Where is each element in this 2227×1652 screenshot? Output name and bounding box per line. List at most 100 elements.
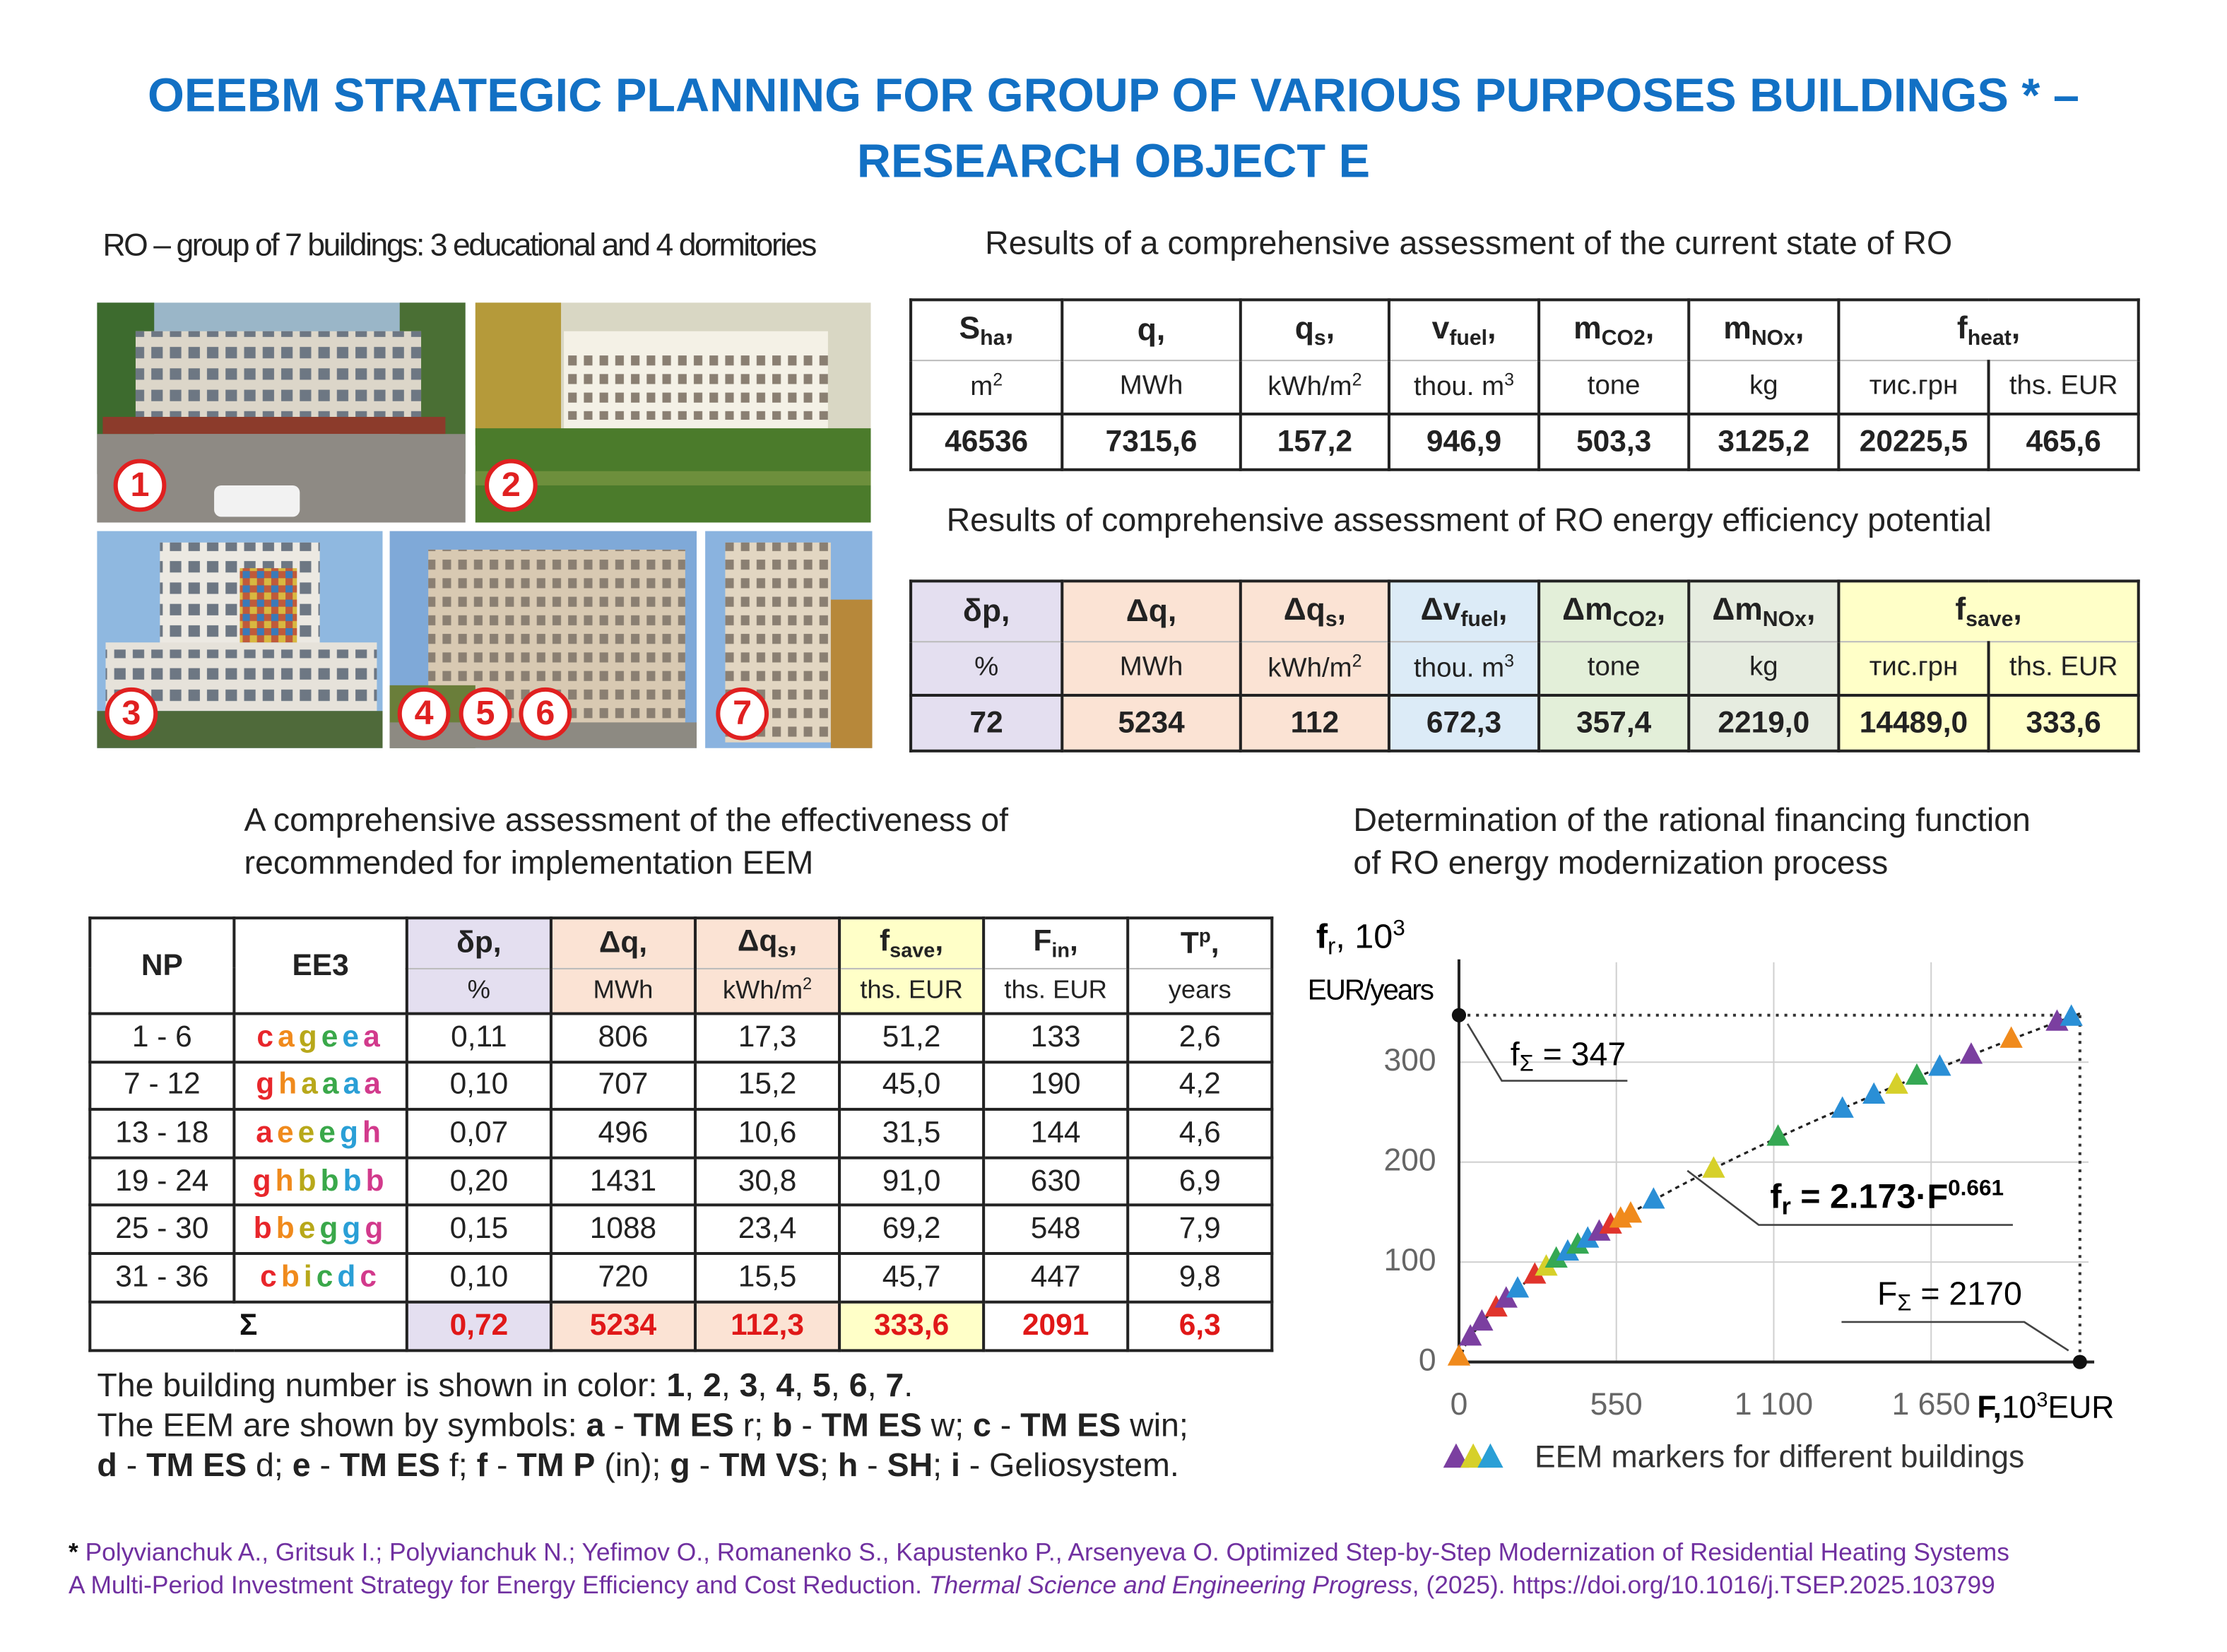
marker bbox=[1458, 1324, 1482, 1346]
text-run: F bbox=[1033, 924, 1052, 957]
text-run: EE3 bbox=[292, 948, 349, 982]
data-cell: 4,2 bbox=[1126, 1060, 1274, 1111]
text-run: - bbox=[488, 1446, 517, 1484]
header-cell: mNOx, bbox=[1687, 298, 1841, 361]
text-run: s bbox=[777, 939, 789, 962]
text-run: - bbox=[792, 1406, 822, 1444]
header-cell: Δq, bbox=[1061, 579, 1242, 642]
total-cell: 333,6 bbox=[838, 1299, 986, 1352]
text-run: , 10 bbox=[1335, 918, 1393, 956]
eem-letter: g bbox=[252, 1164, 276, 1198]
marker bbox=[1523, 1262, 1547, 1284]
marker bbox=[1619, 1201, 1643, 1223]
text-run: 2 bbox=[993, 370, 1003, 390]
text-run: p bbox=[1198, 925, 1211, 947]
y-axis-label: fr, 103 bbox=[1316, 915, 1405, 960]
eem-letters: aeeegh bbox=[256, 1116, 385, 1149]
photo-label-circle bbox=[105, 687, 158, 741]
unit-cell: ths. EUR bbox=[1987, 359, 2140, 415]
value-cell: 357,4 bbox=[1537, 693, 1691, 753]
eem-cell: bbeggg bbox=[232, 1204, 408, 1255]
header-cell: fsave, bbox=[1837, 579, 2140, 642]
text-run: r bbox=[1328, 933, 1335, 960]
marker bbox=[1447, 1344, 1471, 1366]
total-cell: 0,72 bbox=[405, 1299, 553, 1352]
photo-2 bbox=[475, 302, 871, 523]
data-cell: 0,07 bbox=[405, 1108, 553, 1160]
text-run: , bbox=[757, 1366, 776, 1404]
text-run: ths. EUR bbox=[1004, 975, 1107, 1004]
photo-1 bbox=[97, 302, 466, 523]
data-cell: 0,11 bbox=[405, 1012, 553, 1063]
text-run: f bbox=[1956, 309, 1968, 346]
unit-cell: MWh bbox=[1061, 640, 1242, 697]
eem-letter: a bbox=[343, 1068, 365, 1102]
text-run: g bbox=[670, 1446, 690, 1484]
header-cell: Δq, bbox=[549, 916, 697, 969]
data-cell: 69,2 bbox=[838, 1204, 986, 1255]
text-run: kWh/m bbox=[1268, 372, 1352, 403]
text-run: - bbox=[991, 1406, 1021, 1444]
value-cell: 503,3 bbox=[1537, 412, 1691, 471]
header-cell: Fin, bbox=[982, 916, 1130, 969]
eem-letter: b bbox=[280, 1260, 304, 1294]
eem-letters: cageea bbox=[256, 1020, 384, 1053]
text-run: , bbox=[2011, 309, 2021, 346]
text-run: b bbox=[772, 1406, 793, 1444]
text-run: , bbox=[685, 1366, 704, 1404]
photo-label-circle bbox=[397, 687, 451, 741]
data-cell: 9,8 bbox=[1126, 1251, 1274, 1303]
text-run: , bbox=[1070, 924, 1078, 957]
value-cell: 672,3 bbox=[1387, 693, 1541, 753]
text-run: , bbox=[1325, 309, 1335, 346]
photo-label: 3 bbox=[122, 694, 141, 732]
text-run: ; bbox=[820, 1446, 838, 1484]
text-run: , bbox=[830, 1366, 849, 1404]
y-axis-unit: EUR/years bbox=[1308, 973, 1434, 1005]
marker bbox=[1506, 1276, 1530, 1298]
marker bbox=[1905, 1063, 1929, 1085]
section-heading: Results of comprehensive assessment of R… bbox=[946, 501, 1992, 538]
data-cell: 15,2 bbox=[693, 1060, 841, 1111]
total-point bbox=[2072, 1355, 2087, 1369]
value-cell: 112 bbox=[1239, 693, 1390, 753]
text-run: Δm bbox=[1712, 591, 1763, 627]
data-cell: 0,10 bbox=[405, 1060, 553, 1111]
value-cell: 14489,0 bbox=[1837, 693, 1990, 753]
x-tick-label: 0 bbox=[1451, 1387, 1468, 1422]
data-cell: 0,10 bbox=[405, 1251, 553, 1303]
data-cell: 0,20 bbox=[405, 1156, 553, 1208]
eem-letter: g bbox=[365, 1212, 388, 1246]
photo-label-circle bbox=[459, 687, 512, 741]
text-run: SH bbox=[887, 1446, 933, 1484]
y-tick-label: 200 bbox=[1383, 1143, 1436, 1177]
text-run: Σ bbox=[1520, 1051, 1534, 1076]
text-run: r; bbox=[733, 1406, 772, 1444]
text-run: f bbox=[1955, 591, 1966, 627]
eem-letter: b bbox=[343, 1164, 366, 1198]
text-run: 2 bbox=[1352, 370, 1362, 390]
text-run: % bbox=[467, 975, 491, 1004]
text-run: m bbox=[1573, 309, 1602, 346]
text-run: NP bbox=[141, 948, 183, 982]
section-heading: recommended for implementation EEM bbox=[244, 844, 814, 881]
unit-cell: m2 bbox=[909, 359, 1064, 415]
eem-letter: e bbox=[342, 1020, 364, 1054]
text-run: δp, bbox=[962, 593, 1010, 629]
legend-marker bbox=[1477, 1443, 1504, 1468]
text-run: , bbox=[1337, 591, 1347, 627]
eem-letter: h bbox=[362, 1116, 385, 1150]
eem-letter: d bbox=[337, 1260, 360, 1294]
total-cell: 112,3 bbox=[693, 1299, 841, 1352]
total-cell: 2091 bbox=[982, 1299, 1130, 1352]
table: NP EE3 δp, Δq, Δqs, fsave, Fin, Tp,% MWh kWh/m2 th… bbox=[88, 916, 1274, 1352]
eem-letters: ghaaaa bbox=[256, 1068, 385, 1101]
data-cell: 30,8 bbox=[693, 1156, 841, 1208]
photo-caption: RO – group of 7 buildings: 3 educational… bbox=[102, 227, 817, 263]
header-cell: q, bbox=[1061, 298, 1242, 361]
unit-cell: MWh bbox=[1061, 359, 1242, 415]
text-run: kWh/m bbox=[1268, 653, 1352, 684]
note-line: The building number is shown in color: 1… bbox=[97, 1367, 913, 1405]
